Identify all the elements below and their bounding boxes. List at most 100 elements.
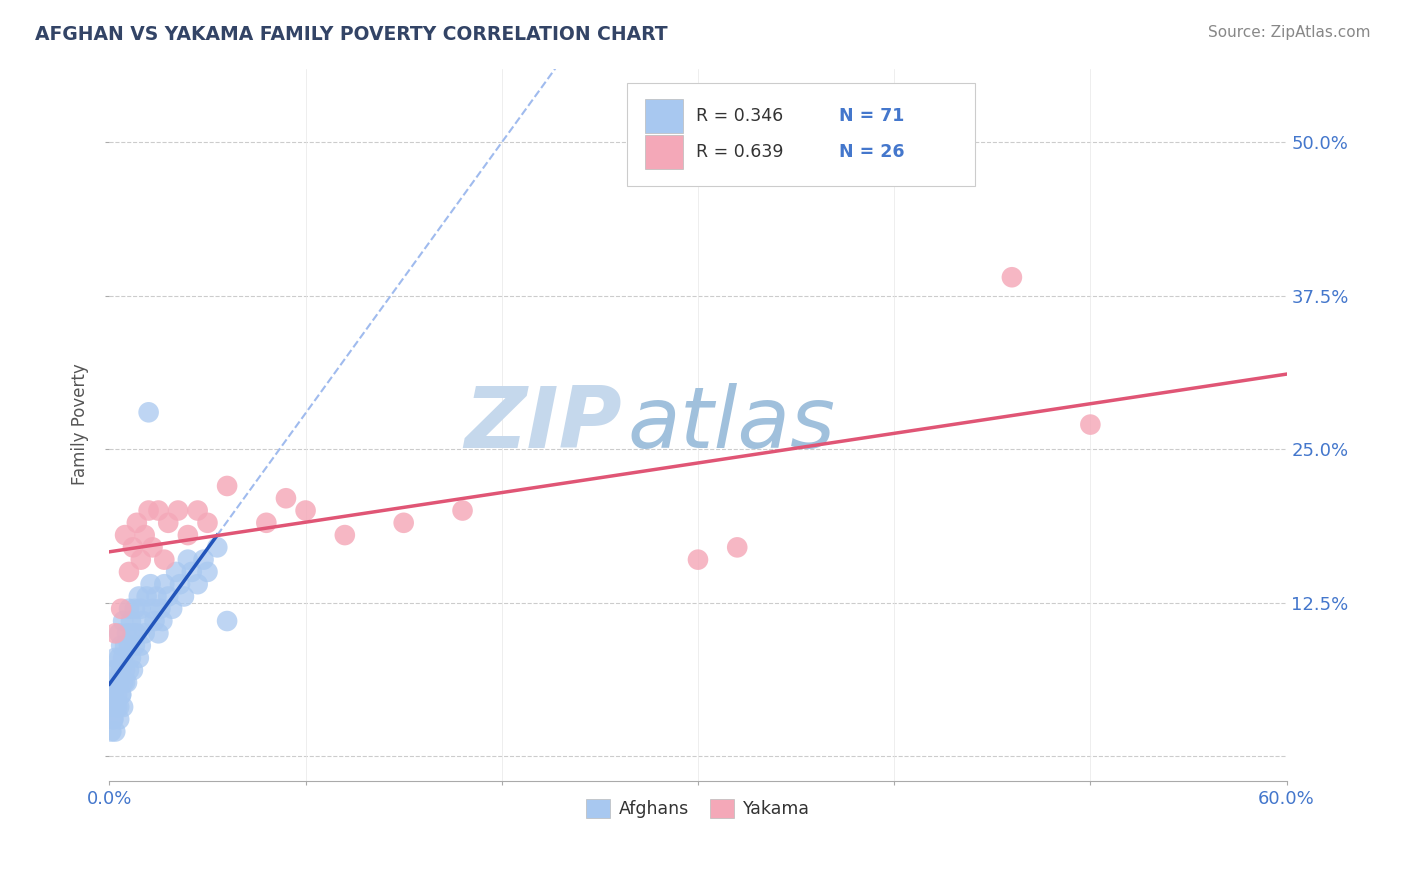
Point (138, 503, 160, 517)
Point (686, 552, 709, 566)
Point (112, 614, 135, 628)
Point (100, 688, 122, 702)
Point (104, 626, 127, 640)
Point (129, 639, 152, 653)
Point (157, 516, 180, 530)
Point (125, 516, 148, 530)
Point (100, 700, 122, 714)
Point (108, 700, 131, 714)
Point (132, 614, 155, 628)
Point (124, 639, 146, 653)
Point (105, 663, 128, 677)
Point (173, 590, 195, 604)
Point (110, 663, 132, 677)
Point (122, 626, 145, 640)
Text: N = 26: N = 26 (839, 143, 904, 161)
Point (333, 528, 356, 542)
Point (217, 614, 239, 628)
Point (177, 528, 200, 542)
Point (118, 663, 141, 677)
Point (112, 700, 135, 714)
Point (157, 590, 180, 604)
Text: R = 0.639: R = 0.639 (696, 143, 783, 161)
Point (110, 688, 132, 702)
Point (108, 651, 131, 665)
Text: Source: ZipAtlas.com: Source: ZipAtlas.com (1208, 25, 1371, 40)
Point (187, 503, 209, 517)
Point (153, 552, 176, 566)
Point (105, 700, 128, 714)
Point (122, 541, 145, 555)
Point (134, 528, 156, 542)
Point (129, 552, 152, 566)
Point (725, 541, 748, 555)
Point (104, 700, 127, 714)
Point (165, 565, 187, 579)
Point (108, 712, 131, 726)
Point (207, 541, 229, 555)
Point (139, 577, 162, 591)
Point (103, 712, 125, 726)
Point (167, 503, 190, 517)
Point (125, 626, 148, 640)
Point (118, 601, 141, 615)
Point (105, 688, 128, 702)
Point (104, 724, 127, 739)
Point (108, 675, 131, 690)
Point (135, 590, 157, 604)
Y-axis label: Family Poverty: Family Poverty (72, 364, 89, 485)
Point (104, 651, 127, 665)
Point (143, 614, 166, 628)
Point (122, 663, 145, 677)
Point (153, 577, 176, 591)
Legend: Afghans, Yakama: Afghans, Yakama (579, 792, 817, 825)
Point (115, 675, 138, 690)
Point (149, 601, 172, 615)
Point (115, 626, 138, 640)
Point (114, 663, 136, 677)
Point (1001, 270, 1024, 285)
Point (112, 651, 135, 665)
Point (104, 675, 127, 690)
Point (118, 639, 141, 653)
Text: atlas: atlas (627, 383, 835, 467)
Point (108, 626, 131, 640)
Point (138, 405, 160, 419)
Point (160, 601, 183, 615)
Point (114, 639, 136, 653)
Bar (645, 99, 683, 133)
Point (118, 565, 141, 579)
Text: N = 71: N = 71 (839, 107, 904, 125)
Point (120, 614, 142, 628)
Point (110, 639, 132, 653)
Point (177, 552, 200, 566)
Point (254, 516, 277, 530)
Point (187, 577, 209, 591)
Point (114, 675, 136, 690)
Point (100, 675, 122, 690)
Point (217, 479, 239, 493)
Bar (645, 135, 683, 169)
Point (148, 626, 170, 640)
Point (100, 724, 122, 739)
Point (129, 601, 152, 615)
Point (110, 601, 132, 615)
Text: ZIP: ZIP (464, 383, 621, 467)
Point (103, 712, 125, 726)
Point (150, 614, 173, 628)
Point (197, 565, 219, 579)
Point (112, 675, 135, 690)
Point (134, 626, 156, 640)
Point (1080, 417, 1102, 432)
Point (294, 503, 316, 517)
Point (180, 565, 202, 579)
Point (103, 663, 125, 677)
Point (274, 491, 297, 506)
Point (110, 688, 132, 702)
Point (141, 541, 163, 555)
Point (148, 503, 170, 517)
Point (197, 516, 219, 530)
Point (141, 601, 163, 615)
Point (145, 590, 167, 604)
Point (128, 651, 150, 665)
